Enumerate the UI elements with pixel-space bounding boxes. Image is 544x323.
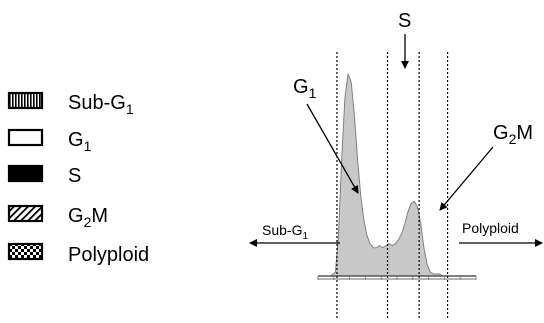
legend-item-sub-g1: Sub-G1 [7, 91, 134, 117]
annotation-s: S [398, 10, 411, 69]
annotation-g2m-text: G2M [493, 122, 533, 147]
legend-item-polyploid: Polyploid [7, 242, 149, 266]
legend-swatch-solid [7, 164, 44, 183]
legend-item-g2m: G2M [7, 204, 108, 230]
annotation-g1: G1 [293, 76, 359, 194]
annotation-s-text: S [398, 10, 411, 32]
annotation-g1-text: G1 [293, 76, 317, 101]
histogram-area [318, 73, 476, 277]
sub-g1-label-text: Sub-G1 [262, 222, 308, 242]
polyploid-label-text: Polyploid [462, 220, 519, 236]
baseline-ticks [317, 276, 477, 280]
legend: Sub-G1 G1 S G2M Polyploid [7, 91, 149, 266]
legend-swatch-checker [7, 242, 44, 261]
legend-item-g1: G1 [7, 128, 92, 154]
legend-label-sub-g1: Sub-G1 [68, 92, 134, 117]
sub-g1-region-label: Sub-G1 [249, 222, 340, 247]
legend-label-s: S [68, 165, 81, 187]
dna-content-histogram [317, 52, 477, 318]
region-boundaries [336, 52, 449, 318]
legend-label-g1: G1 [68, 129, 92, 154]
legend-label-g2m: G2M [68, 205, 108, 230]
polyploid-region-label: Polyploid [459, 220, 543, 247]
annotation-g2m: G2M [439, 122, 533, 211]
annotation-g2m-arrow [439, 146, 494, 211]
legend-label-polyploid: Polyploid [68, 244, 149, 266]
legend-swatch-vertical-lines [7, 91, 44, 110]
legend-swatch-open [7, 128, 44, 147]
legend-item-s: S [7, 164, 81, 187]
annotation-g1-arrow [306, 103, 359, 194]
legend-swatch-diagonal-hatch [7, 204, 44, 223]
